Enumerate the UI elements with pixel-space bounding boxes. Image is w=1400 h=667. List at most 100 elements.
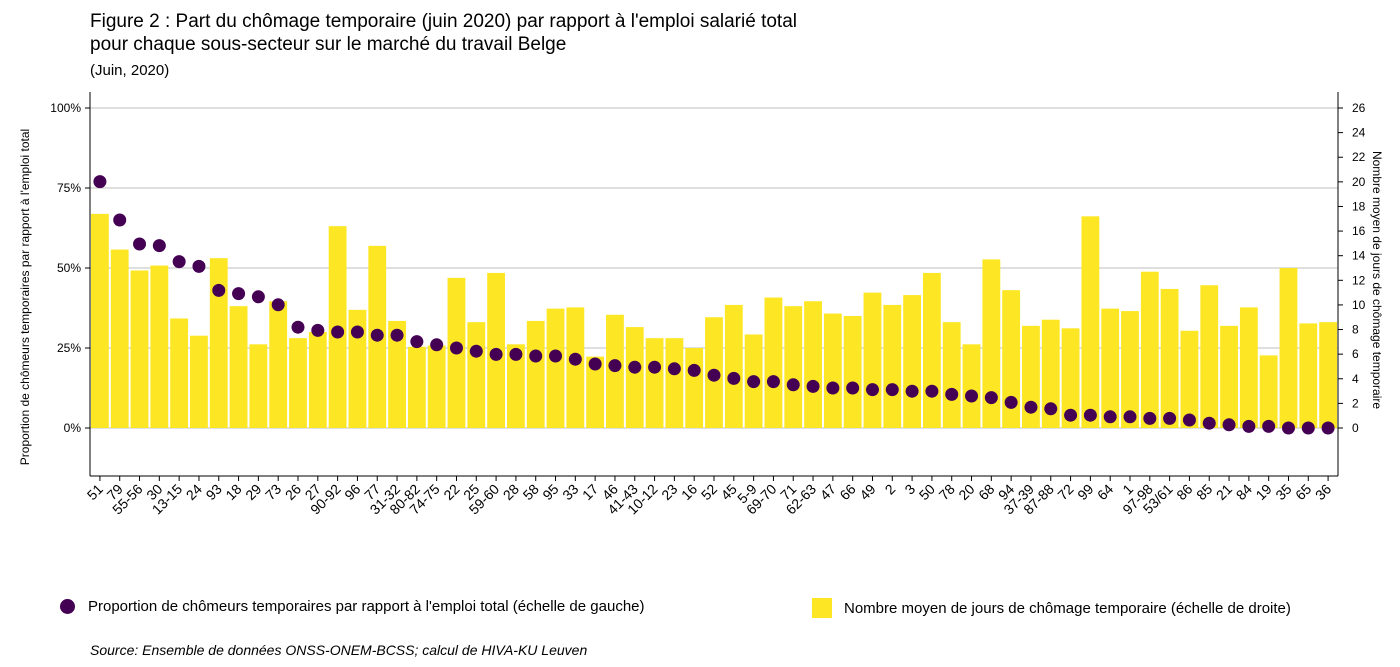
point-proportion (232, 287, 246, 301)
point-proportion (489, 347, 503, 361)
point-proportion (1143, 411, 1157, 425)
bar-days (962, 344, 981, 428)
bar-days (1121, 311, 1139, 428)
bar-days (90, 213, 109, 428)
bar-days (1239, 307, 1258, 428)
bar-days (982, 259, 1001, 428)
point-proportion (905, 384, 919, 398)
point-proportion (1222, 418, 1236, 432)
bar-days (823, 313, 842, 428)
bar-days (724, 304, 743, 428)
bar-days (289, 338, 307, 428)
bar-days (1002, 290, 1021, 428)
bar-days (1200, 285, 1219, 428)
right-axis-tick-label: 24 (1352, 126, 1366, 140)
bar-days (685, 348, 704, 428)
bar-days (1220, 325, 1238, 428)
bar-days (130, 270, 149, 428)
legend-item-dots: Proportion de chômeurs temporaires par r… (60, 598, 645, 615)
bar-days (407, 346, 426, 428)
legend-dot-swatch (60, 599, 75, 614)
bar-days (150, 265, 169, 428)
bar-days (1160, 288, 1179, 428)
point-proportion (390, 328, 404, 342)
bar-days (903, 295, 922, 428)
bar-days (209, 258, 228, 428)
legend-bar-swatch (812, 598, 832, 618)
bar-days (506, 344, 525, 428)
point-proportion (747, 375, 761, 389)
point-proportion (1262, 419, 1276, 433)
point-proportion (707, 368, 721, 382)
bar-days (1022, 325, 1040, 428)
point-proportion (766, 375, 780, 389)
bar-days (784, 306, 803, 428)
point-proportion (410, 335, 424, 349)
point-proportion (1163, 411, 1177, 425)
point-proportion (113, 213, 127, 227)
point-proportion (93, 175, 107, 189)
legend-item-bars: Nombre moyen de jours de chômage tempora… (812, 598, 1291, 618)
right-axis-tick-label: 6 (1352, 347, 1359, 361)
bar-days (843, 316, 862, 428)
point-proportion (1242, 419, 1256, 433)
point-proportion (1044, 402, 1058, 416)
point-proportion (667, 362, 681, 376)
point-proportion (1123, 410, 1137, 424)
right-axis-title: Nombre moyen de jours de chômage tempora… (1370, 151, 1384, 409)
point-proportion (568, 352, 582, 366)
x-axis-tick-label: 49 (856, 481, 878, 503)
bar-days (863, 292, 882, 428)
point-proportion (925, 384, 939, 398)
point-proportion (172, 255, 186, 269)
x-axis-tick-label: 64 (1094, 481, 1116, 503)
bar-days (388, 320, 406, 428)
point-proportion (1182, 413, 1196, 427)
bar-days (1259, 355, 1278, 428)
bar-days (1319, 322, 1338, 428)
point-proportion (152, 239, 166, 253)
bar-days (190, 335, 208, 428)
source-note: Source: Ensemble de données ONSS-ONEM-BC… (90, 642, 588, 658)
bar-days (1081, 216, 1100, 428)
x-axis-tick-label: 2 (882, 481, 899, 498)
point-proportion (311, 323, 325, 337)
point-proportion (608, 359, 622, 373)
chart-subtitle: (Juin, 2020) (90, 62, 170, 79)
left-axis-title: Proportion de chômeurs temporaires par r… (18, 129, 32, 465)
bar-days (645, 338, 664, 428)
bar-days (269, 301, 288, 428)
bar-days (566, 307, 585, 428)
point-proportion (1202, 416, 1216, 430)
left-axis-tick-label: 0% (64, 421, 82, 435)
bar-days (625, 327, 644, 428)
bar-days (1180, 330, 1199, 428)
point-proportion (965, 389, 979, 403)
point-proportion (212, 283, 226, 297)
point-proportion (469, 344, 483, 358)
bar-days (883, 304, 902, 428)
bar-days (1279, 268, 1298, 428)
point-proportion (509, 347, 523, 361)
right-axis-tick-label: 8 (1352, 323, 1359, 337)
bar-days (467, 322, 486, 428)
right-axis-tick-label: 4 (1352, 372, 1359, 386)
right-axis-tick-label: 26 (1352, 101, 1366, 115)
bar-days (922, 272, 941, 428)
bar-days (249, 344, 268, 428)
legend-dot-label: Proportion de chômeurs temporaires par r… (88, 598, 645, 615)
point-proportion (1321, 421, 1335, 435)
right-axis-tick-label: 10 (1352, 298, 1366, 312)
bar-days (1041, 319, 1060, 428)
point-proportion (687, 363, 701, 377)
point-proportion (1301, 421, 1315, 435)
right-axis-tick-label: 0 (1352, 421, 1359, 435)
point-proportion (885, 383, 899, 397)
bar-days (665, 338, 684, 428)
point-proportion (846, 381, 860, 395)
bar-days (348, 309, 367, 428)
point-proportion (370, 328, 384, 342)
point-proportion (549, 349, 563, 363)
left-axis-tick-label: 100% (50, 101, 81, 115)
